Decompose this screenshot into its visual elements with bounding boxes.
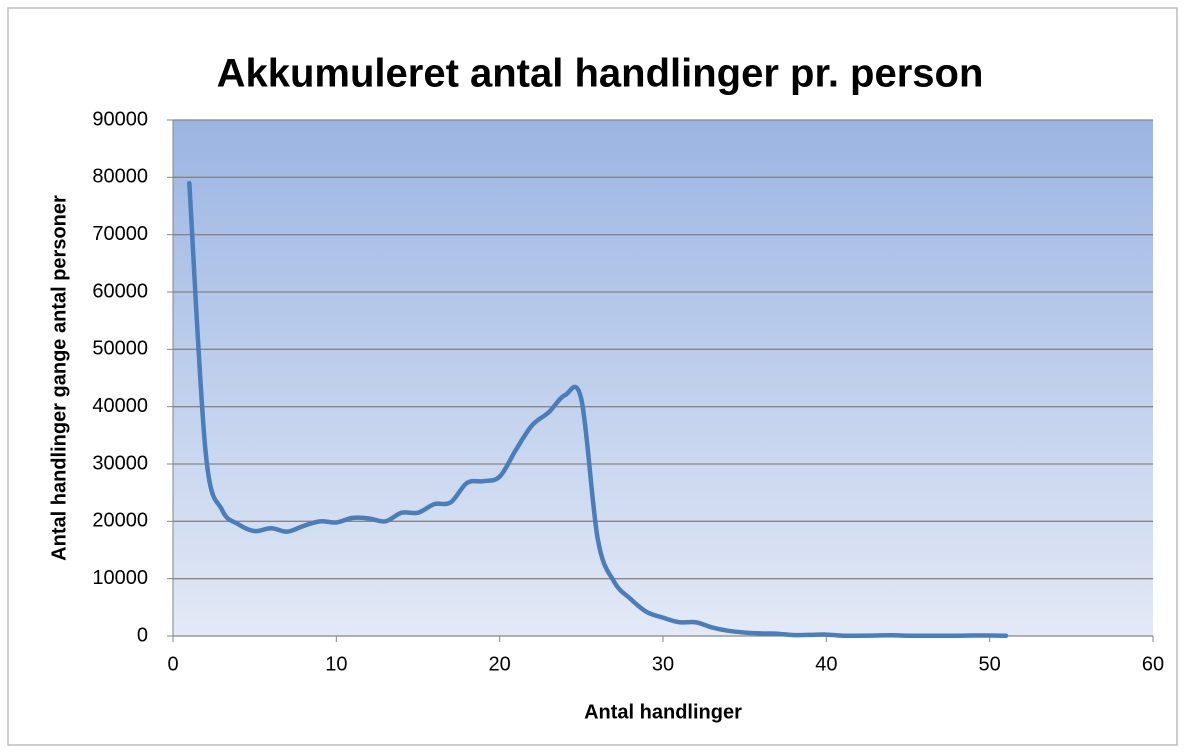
y-tick-label: 30000 bbox=[92, 452, 148, 474]
x-tick-label: 40 bbox=[815, 653, 837, 675]
y-tick-label: 20000 bbox=[92, 510, 148, 532]
x-tick-label: 60 bbox=[1142, 653, 1164, 675]
y-tick-label: 50000 bbox=[92, 338, 148, 360]
y-tick-label: 80000 bbox=[92, 166, 148, 188]
x-axis-title: Antal handlinger bbox=[584, 701, 742, 723]
y-tick-label: 70000 bbox=[92, 223, 148, 245]
y-axis-title: Antal handlinger gange antal personer bbox=[48, 195, 70, 561]
data-line bbox=[187, 180, 1009, 639]
x-tick-label: 0 bbox=[167, 653, 178, 675]
chart-title: Akkumuleret antal handlinger pr. person bbox=[217, 52, 984, 96]
y-tick-label: 40000 bbox=[92, 395, 148, 417]
x-tick-label: 10 bbox=[325, 653, 347, 675]
x-tick-label: 30 bbox=[652, 653, 674, 675]
y-tick-label: 90000 bbox=[92, 108, 148, 130]
plot-area bbox=[173, 120, 1153, 636]
y-tick-label: 10000 bbox=[92, 567, 148, 589]
x-tick-label: 50 bbox=[979, 653, 1001, 675]
y-tick-label: 60000 bbox=[92, 280, 148, 302]
x-tick-label: 20 bbox=[489, 653, 511, 675]
y-tick-label: 0 bbox=[137, 624, 148, 646]
